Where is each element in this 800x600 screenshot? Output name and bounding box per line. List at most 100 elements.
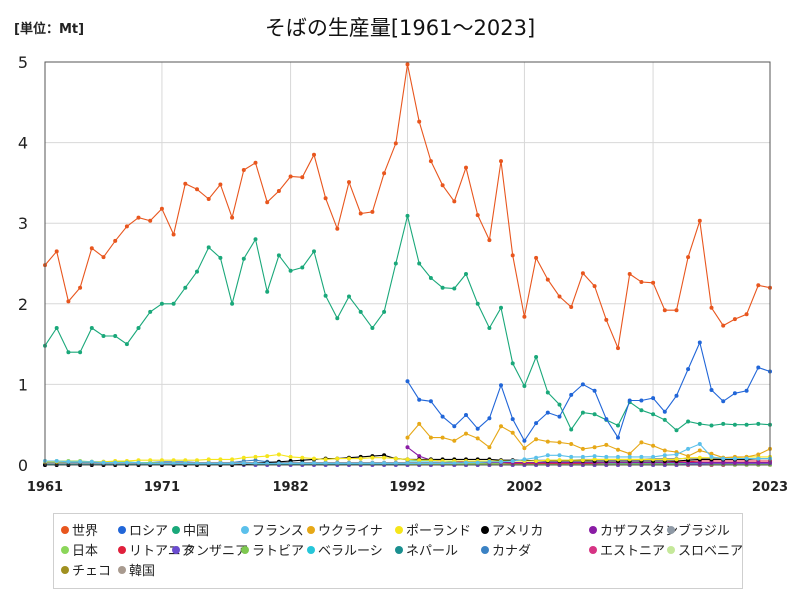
x-tick-label: 1982 xyxy=(272,480,308,495)
data-point xyxy=(662,457,667,462)
data-point xyxy=(253,237,258,242)
series-ウクライナ xyxy=(405,421,772,460)
data-point xyxy=(732,456,737,461)
legend-marker xyxy=(61,526,69,534)
legend-marker xyxy=(172,546,180,554)
data-point xyxy=(464,431,468,436)
data-point xyxy=(464,460,468,465)
data-point xyxy=(662,417,667,422)
x-tick-label: 1971 xyxy=(144,480,180,495)
y-tick-label: 5 xyxy=(18,53,28,72)
data-point xyxy=(428,435,433,440)
data-point xyxy=(616,346,620,351)
legend-item: ポーランド xyxy=(395,520,471,539)
data-point xyxy=(557,402,562,407)
data-point xyxy=(101,460,106,465)
legend-item: ラトビア xyxy=(241,540,304,559)
data-point xyxy=(709,454,714,459)
data-point xyxy=(159,301,164,306)
legend-marker xyxy=(395,526,403,534)
data-point xyxy=(534,421,539,426)
data-point xyxy=(183,285,188,290)
data-point xyxy=(382,309,387,314)
data-point xyxy=(756,283,761,288)
data-point xyxy=(358,461,363,466)
data-point xyxy=(616,423,620,428)
data-point xyxy=(276,452,281,457)
data-point xyxy=(66,459,71,464)
data-point xyxy=(592,457,597,462)
data-point xyxy=(417,454,422,459)
data-point xyxy=(651,396,656,401)
data-point xyxy=(241,455,246,460)
data-point xyxy=(616,447,620,452)
data-point xyxy=(744,456,749,461)
legend-label: ロシア xyxy=(129,524,169,539)
data-point xyxy=(557,294,562,299)
data-point xyxy=(265,461,270,466)
data-point xyxy=(428,399,433,404)
data-point xyxy=(288,174,293,179)
data-point xyxy=(136,326,141,330)
data-point xyxy=(697,448,702,453)
data-point xyxy=(557,458,562,463)
data-point xyxy=(709,460,714,465)
data-point xyxy=(370,326,375,330)
data-point xyxy=(265,454,270,459)
data-point xyxy=(639,398,644,403)
data-point xyxy=(323,457,328,462)
data-point xyxy=(382,455,387,460)
data-point xyxy=(265,200,270,205)
data-point xyxy=(756,365,761,370)
data-point xyxy=(417,461,422,466)
data-point xyxy=(440,435,445,440)
data-point xyxy=(382,171,387,176)
data-point xyxy=(452,461,457,466)
data-point xyxy=(101,255,106,260)
data-point xyxy=(113,238,118,243)
legend-label: チェコ xyxy=(72,564,112,579)
data-point xyxy=(534,437,539,442)
data-point xyxy=(604,417,609,422)
data-point xyxy=(697,442,702,446)
data-point xyxy=(218,461,223,466)
data-point xyxy=(475,436,480,441)
data-point xyxy=(499,383,503,388)
data-point xyxy=(499,305,503,310)
data-point xyxy=(604,442,609,447)
data-point xyxy=(171,232,176,237)
data-point xyxy=(604,454,609,459)
legend-marker xyxy=(307,526,315,534)
legend-item: スロベニア xyxy=(667,540,743,559)
data-point xyxy=(651,454,656,459)
legend-item: 中国 xyxy=(172,520,209,539)
chart-title: そばの生産量[1961～2023] xyxy=(264,16,536,40)
x-axis-ticks: 1961 1971 1982 1992 2002 2013 2023 xyxy=(27,480,788,495)
data-point xyxy=(440,461,445,466)
data-point xyxy=(639,408,644,413)
legend-marker xyxy=(172,526,180,534)
data-point xyxy=(616,454,620,459)
data-point xyxy=(756,421,761,426)
data-point xyxy=(721,460,726,465)
legend-item: 韓国 xyxy=(118,560,155,579)
data-point xyxy=(452,438,457,443)
data-point xyxy=(347,461,351,466)
data-point xyxy=(206,197,211,201)
data-point xyxy=(580,271,585,276)
data-point xyxy=(335,456,340,461)
data-point xyxy=(417,261,422,266)
data-point xyxy=(440,285,445,290)
data-point xyxy=(136,460,141,465)
legend-marker xyxy=(667,546,675,554)
data-point xyxy=(300,175,305,180)
data-point xyxy=(428,461,433,466)
data-point xyxy=(709,423,714,428)
data-point xyxy=(440,183,445,188)
data-point xyxy=(697,421,702,426)
data-point xyxy=(230,457,235,462)
data-point xyxy=(206,457,211,462)
data-point xyxy=(616,435,620,440)
data-point xyxy=(756,456,761,461)
data-point xyxy=(218,182,223,187)
